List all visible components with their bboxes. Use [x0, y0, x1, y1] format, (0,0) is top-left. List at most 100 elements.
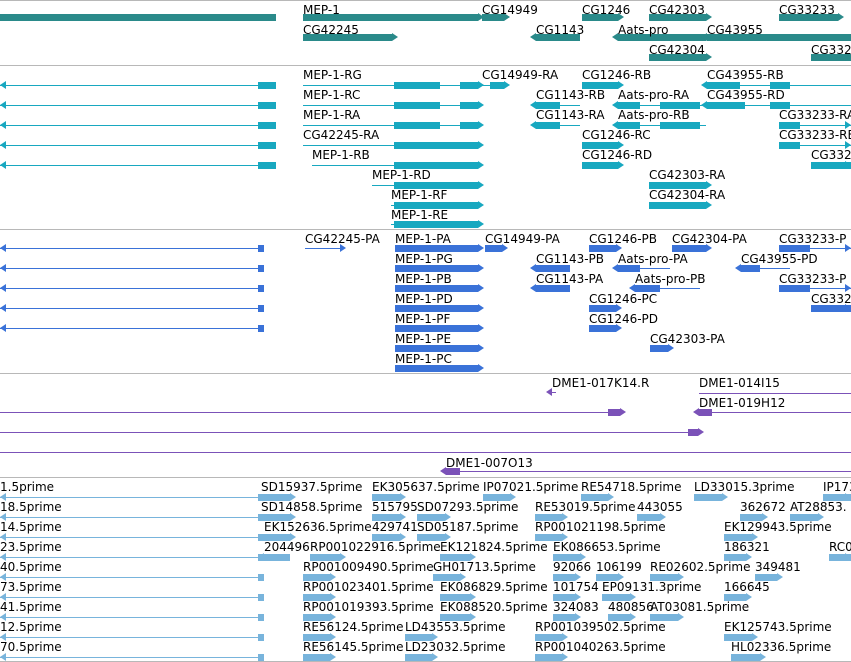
feature-label[interactable]: 1.5prime [0, 480, 55, 494]
feature-label[interactable]: MEP-1-RF [391, 188, 448, 202]
feature-label[interactable]: LD43553.5prime [405, 620, 506, 634]
feature-label[interactable]: 73.5prime [0, 580, 62, 594]
feature-label[interactable]: CG43955-RD [707, 88, 785, 102]
feature-label[interactable]: DME1-007O13 [446, 456, 533, 470]
feature-label[interactable]: DME1-019H12 [699, 396, 786, 410]
feature-label[interactable]: EK125743.5prime [724, 620, 832, 634]
feature-label[interactable]: RE02602.5prime [650, 560, 751, 574]
feature-label[interactable]: 12.5prime [0, 620, 62, 634]
feature-label[interactable]: MEP-1-RE [391, 208, 449, 222]
feature-label[interactable]: 70.5prime [0, 640, 62, 654]
feature-label[interactable]: CG33233-RA [779, 108, 851, 122]
feature-label[interactable]: SD14858.5prime [261, 500, 363, 514]
feature-label[interactable]: 429741 [372, 520, 418, 534]
feature-label[interactable]: CG42303-RA [649, 168, 726, 182]
feature-label[interactable]: MEP-1-PF [395, 312, 451, 326]
feature-label[interactable]: MEP-1-PG [395, 252, 453, 266]
feature-label[interactable]: EK086653.5prime [553, 540, 661, 554]
feature-label[interactable]: Aats-pro-RB [618, 108, 690, 122]
feature-label[interactable]: MEP-1-PB [395, 272, 452, 286]
feature-label[interactable]: GH01713.5prime [433, 560, 536, 574]
feature-label[interactable]: 40.5prime [0, 560, 62, 574]
feature-label[interactable]: SD15937.5prime [261, 480, 363, 494]
feature-label[interactable]: 443055 [637, 500, 683, 514]
feature-label[interactable]: LD23032.5prime [405, 640, 506, 654]
feature-label[interactable]: IP07021.5prime [483, 480, 579, 494]
feature-label[interactable]: EK088520.5prime [440, 600, 548, 614]
feature-label[interactable]: 362672 [740, 500, 786, 514]
feature-label[interactable]: 204496 [264, 540, 310, 554]
feature-label[interactable]: MEP-1-PE [395, 332, 452, 346]
feature-label[interactable]: Aats-pro-RA [618, 88, 690, 102]
feature-label[interactable]: CG14949-PA [485, 232, 560, 246]
feature-label[interactable]: CG1143 [536, 23, 585, 37]
feature-label[interactable]: CG42303-PA [650, 332, 725, 346]
feature-label[interactable]: MEP-1-RA [303, 108, 361, 122]
feature-label[interactable]: CG42245 [303, 23, 359, 37]
feature-label[interactable]: CG42304 [649, 43, 705, 57]
feature-label[interactable]: CG1246-PB [589, 232, 658, 246]
feature-label[interactable]: RE54718.5prime [581, 480, 682, 494]
feature-label[interactable]: CG43955-PD [741, 252, 818, 266]
feature-label[interactable]: MEP-1-RB [312, 148, 370, 162]
feature-label[interactable]: 349481 [755, 560, 801, 574]
feature-label[interactable]: CG1246-PC [589, 292, 658, 306]
feature-label[interactable]: RE53019.5prime [535, 500, 636, 514]
feature-label[interactable]: CG42245-RA [303, 128, 380, 142]
feature-label[interactable]: 14.5prime [0, 520, 62, 534]
feature-label[interactable]: CG1246-RB [582, 68, 652, 82]
feature-label[interactable]: IP173 [823, 480, 851, 494]
feature-label[interactable]: CG1246-PD [589, 312, 659, 326]
feature-label[interactable]: 18.5prime [0, 500, 62, 514]
feature-label[interactable]: EP09131.3prime [602, 580, 702, 594]
feature-label[interactable]: EK086829.5prime [440, 580, 548, 594]
feature-label[interactable]: RC0 [829, 540, 851, 554]
feature-label[interactable]: DME1-017K14.R [552, 376, 650, 390]
feature-label[interactable]: CG33233-P [779, 232, 847, 246]
feature-label[interactable]: CG43955 [707, 23, 763, 37]
feature-label[interactable]: MEP-1-RD [372, 168, 431, 182]
feature-label[interactable]: CG332 [811, 148, 851, 162]
feature-label[interactable]: CG332 [811, 43, 851, 57]
feature-label[interactable]: RP001022916.5prime [310, 540, 441, 554]
feature-label[interactable]: 41.5prime [0, 600, 62, 614]
feature-label[interactable]: AT03081.5prime [650, 600, 750, 614]
feature-label[interactable]: CG14949-RA [482, 68, 559, 82]
feature-label[interactable]: LD33015.3prime [694, 480, 795, 494]
feature-label[interactable]: MEP-1-RC [303, 88, 361, 102]
feature-label[interactable]: CG1246 [582, 3, 631, 17]
feature-label[interactable]: Aats-pro-PB [635, 272, 706, 286]
feature-label[interactable]: 23.5prime [0, 540, 62, 554]
feature-label[interactable]: RP001019393.5prime [303, 600, 434, 614]
feature-label[interactable]: CG14949 [482, 3, 538, 17]
feature-label[interactable]: 101754 [553, 580, 599, 594]
feature-label[interactable]: DME1-014I15 [699, 376, 780, 390]
feature-label[interactable]: SD05187.5prime [417, 520, 519, 534]
feature-label[interactable]: RE56145.5prime [303, 640, 404, 654]
feature-label[interactable]: CG332 [811, 292, 851, 306]
feature-label[interactable]: AT28853. [790, 500, 847, 514]
feature-label[interactable]: CG33233 [779, 3, 835, 17]
feature-label[interactable]: MEP-1-PD [395, 292, 453, 306]
feature-label[interactable]: SD07293.5prime [417, 500, 519, 514]
feature-label[interactable]: CG33233-RB [779, 128, 851, 142]
feature-label[interactable]: MEP-1-PC [395, 352, 452, 366]
feature-label[interactable]: CG1143-PB [536, 252, 605, 266]
feature-label[interactable]: CG1143-PA [536, 272, 604, 286]
feature-label[interactable]: MEP-1-PA [395, 232, 451, 246]
feature-label[interactable]: 166645 [724, 580, 770, 594]
feature-label[interactable]: CG42245-PA [305, 232, 380, 246]
feature-label[interactable]: 324083 [553, 600, 599, 614]
feature-label[interactable]: CG1246-RD [582, 148, 653, 162]
feature-label[interactable]: EK305637.5prime [372, 480, 480, 494]
feature-label[interactable]: CG43955-RB [707, 68, 784, 82]
feature-label[interactable]: MEP-1-RG [303, 68, 362, 82]
feature-label[interactable]: 515795 [372, 500, 418, 514]
feature-label[interactable]: RP001009490.5prime [303, 560, 434, 574]
feature-label[interactable]: EK129943.5prime [724, 520, 832, 534]
feature-label[interactable]: RE56124.5prime [303, 620, 404, 634]
feature-label[interactable]: Aats-pro [618, 23, 669, 37]
feature-label[interactable]: CG1246-RC [582, 128, 651, 142]
feature-label[interactable]: 480856 [608, 600, 654, 614]
feature-label[interactable]: CG42303 [649, 3, 705, 17]
